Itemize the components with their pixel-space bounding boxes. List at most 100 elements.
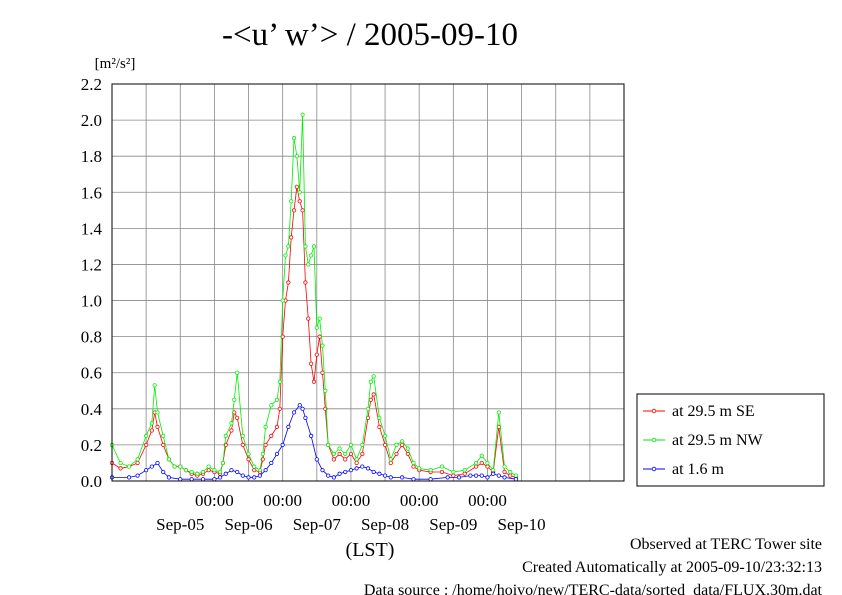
series-line-1 — [111, 114, 517, 476]
data-point — [269, 403, 274, 408]
data-point — [468, 473, 473, 478]
y-tick-label: 1.4 — [81, 219, 103, 238]
data-point — [263, 468, 268, 473]
data-point — [473, 473, 479, 478]
data-point — [217, 469, 223, 475]
data-point — [178, 477, 183, 482]
data-point — [257, 473, 263, 478]
data-point — [360, 464, 365, 469]
data-point — [411, 464, 416, 469]
legend-box — [636, 393, 825, 487]
footer-created: Created Automatically at 2005-09-10/23:3… — [522, 559, 822, 576]
data-point — [235, 370, 240, 375]
data-point — [161, 433, 166, 438]
data-point — [269, 433, 274, 438]
data-point — [300, 406, 305, 411]
data-point — [485, 460, 490, 466]
data-point — [513, 473, 519, 478]
data-point — [382, 473, 388, 478]
data-point — [360, 451, 365, 457]
data-point — [277, 379, 282, 384]
data-point — [377, 415, 382, 420]
data-point — [286, 424, 291, 429]
data-point — [189, 477, 194, 482]
data-point — [294, 184, 299, 189]
x-date-label: Sep-10 — [498, 515, 546, 534]
data-point — [317, 316, 322, 321]
y-tick-label: 1.2 — [81, 255, 102, 274]
legend-marker — [651, 437, 657, 443]
data-point — [331, 451, 336, 457]
data-point — [417, 466, 422, 471]
x-time-label: 00:00 — [195, 491, 234, 510]
data-point — [300, 112, 305, 117]
data-point — [303, 280, 308, 285]
x-date-label: Sep-07 — [293, 515, 342, 534]
data-point — [451, 469, 456, 475]
data-point — [462, 471, 467, 476]
data-point — [294, 154, 299, 159]
x-time-label: 00:00 — [468, 491, 507, 510]
data-point — [368, 397, 373, 402]
data-point — [118, 466, 123, 471]
x-time-label: 00:00 — [400, 491, 439, 510]
legend-label: at 29.5 m SE — [672, 403, 755, 420]
x-date-label: Sep-06 — [224, 515, 272, 534]
data-point — [439, 469, 445, 475]
data-point — [323, 388, 328, 393]
data-point — [229, 468, 234, 473]
data-point — [232, 397, 237, 402]
data-point — [508, 473, 513, 478]
data-point — [289, 199, 294, 204]
data-point — [144, 433, 149, 438]
data-point — [479, 460, 484, 466]
legend: at 29.5 m SE at 29.5 m NW at 1.6 m — [636, 393, 825, 487]
y-axis-ticks: 0.0 0.2 0.4 0.6 0.8 1.0 1.2 1.4 1.6 1.8 2.0 2.2 — [81, 75, 103, 491]
data-point — [274, 397, 280, 402]
data-point — [235, 415, 240, 420]
data-point — [311, 379, 317, 384]
data-point — [337, 451, 342, 457]
data-point — [149, 428, 154, 433]
data-point — [388, 475, 393, 480]
data-point — [371, 469, 376, 475]
data-point — [405, 451, 410, 457]
data-point — [411, 460, 416, 466]
y-tick-label: 1.6 — [81, 183, 102, 202]
data-point — [382, 433, 388, 438]
data-point — [149, 421, 154, 426]
data-point — [445, 475, 450, 480]
data-point — [331, 475, 336, 480]
plot-frame — [111, 83, 625, 482]
data-point — [274, 451, 280, 457]
data-point — [360, 442, 365, 448]
y-tick-label: 1.0 — [81, 292, 102, 311]
data-point — [428, 468, 433, 473]
data-point — [291, 136, 297, 141]
data-point — [451, 473, 456, 478]
data-point — [428, 477, 433, 482]
data-point — [220, 460, 226, 466]
data-point — [309, 433, 314, 438]
data-point — [263, 424, 268, 429]
data-point — [411, 477, 416, 482]
grid — [112, 83, 624, 482]
data-point — [394, 451, 399, 457]
data-point — [348, 468, 354, 473]
data-point — [317, 334, 322, 339]
data-point — [331, 457, 336, 462]
data-point — [152, 383, 157, 388]
data-point — [195, 471, 200, 476]
data-point — [371, 374, 376, 379]
data-point — [291, 208, 297, 213]
data-point — [291, 410, 297, 415]
data-point — [337, 446, 342, 451]
y-tick-label: 2.0 — [81, 111, 102, 130]
data-point — [405, 446, 410, 451]
data-point — [252, 468, 257, 473]
y-tick-label: 1.8 — [81, 147, 102, 166]
y-tick-label: 2.2 — [81, 75, 102, 94]
data-point — [343, 457, 348, 462]
data-point — [343, 451, 348, 457]
